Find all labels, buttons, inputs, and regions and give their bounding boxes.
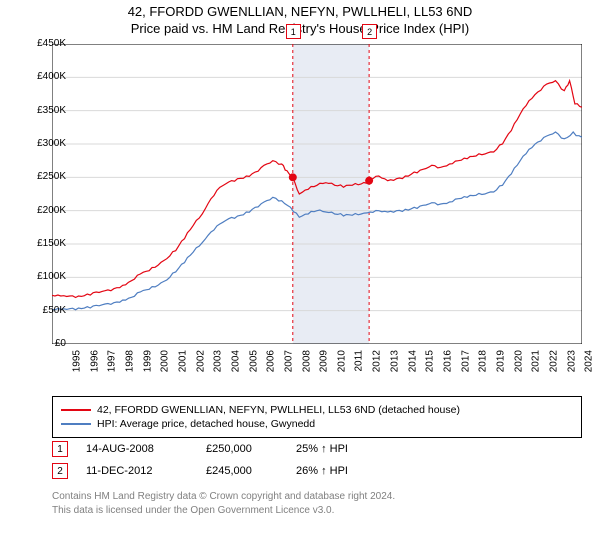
footnote-line1: Contains HM Land Registry data © Crown c… [52,490,395,504]
x-tick-label: 2021 [531,350,542,372]
x-tick-label: 2016 [442,350,453,372]
x-tick-label: 2005 [248,350,259,372]
x-tick-label: 2004 [230,350,241,372]
x-tick-label: 2010 [336,350,347,372]
y-tick-label: £150K [20,238,66,249]
x-tick-label: 2023 [566,350,577,372]
event-marker-2: 2 [52,463,68,479]
chart-svg [52,44,582,344]
x-tick-label: 2022 [548,350,559,372]
event-row-2: 2 11-DEC-2012 £245,000 26% ↑ HPI [52,460,386,482]
y-tick-label: £50K [20,305,66,316]
event-marker-1: 1 [52,441,68,457]
event-price-2: £245,000 [206,465,296,477]
event-date-2: 11-DEC-2012 [86,465,206,477]
y-tick-label: £250K [20,171,66,182]
x-tick-label: 2007 [283,350,294,372]
chart-container: { "title": "42, FFORDD GWENLLIAN, NEFYN,… [0,0,600,560]
y-tick-label: £100K [20,271,66,282]
x-tick-label: 2009 [319,350,330,372]
event-price-1: £250,000 [206,443,296,455]
x-tick-label: 1996 [89,350,100,372]
chart-event-label-2: 2 [362,24,377,39]
x-tick-label: 2011 [353,350,364,372]
chart-area [52,44,582,344]
x-tick-label: 2015 [425,350,436,372]
event-hpi-1: 25% ↑ HPI [296,443,386,455]
x-tick-label: 2008 [301,350,312,372]
x-tick-label: 2014 [407,350,418,372]
x-tick-label: 2000 [160,350,171,372]
legend-swatch-hpi [61,423,91,425]
x-tick-label: 2001 [177,350,188,372]
event-row-1: 1 14-AUG-2008 £250,000 25% ↑ HPI [52,438,386,460]
y-tick-label: £300K [20,138,66,149]
chart-event-label-1: 1 [286,24,301,39]
x-tick-label: 1998 [124,350,135,372]
y-tick-label: £350K [20,105,66,116]
footnote: Contains HM Land Registry data © Crown c… [52,490,395,517]
legend-swatch-subject [61,409,91,411]
x-tick-label: 2003 [213,350,224,372]
footnote-line2: This data is licensed under the Open Gov… [52,504,395,518]
legend-item-subject: 42, FFORDD GWENLLIAN, NEFYN, PWLLHELI, L… [61,403,573,417]
y-tick-label: £200K [20,205,66,216]
x-tick-label: 2019 [495,350,506,372]
y-tick-label: £0 [20,338,66,349]
event-hpi-2: 26% ↑ HPI [296,465,386,477]
x-tick-label: 2013 [389,350,400,372]
y-tick-label: £400K [20,71,66,82]
legend-label-subject: 42, FFORDD GWENLLIAN, NEFYN, PWLLHELI, L… [97,404,460,416]
page-title: 42, FFORDD GWENLLIAN, NEFYN, PWLLHELI, L… [0,4,600,19]
x-tick-label: 2002 [195,350,206,372]
legend-box: 42, FFORDD GWENLLIAN, NEFYN, PWLLHELI, L… [52,396,582,438]
legend-item-hpi: HPI: Average price, detached house, Gwyn… [61,417,573,431]
event-date-1: 14-AUG-2008 [86,443,206,455]
x-tick-label: 1997 [107,350,118,372]
x-tick-label: 2018 [478,350,489,372]
y-tick-label: £450K [20,38,66,49]
x-tick-label: 2017 [460,350,471,372]
legend-label-hpi: HPI: Average price, detached house, Gwyn… [97,418,315,430]
event-table: 1 14-AUG-2008 £250,000 25% ↑ HPI 2 11-DE… [52,438,386,482]
x-tick-label: 1995 [71,350,82,372]
x-tick-label: 2024 [584,350,595,372]
x-tick-label: 2020 [513,350,524,372]
x-tick-label: 1999 [142,350,153,372]
x-tick-label: 2012 [372,350,383,372]
x-tick-label: 2006 [266,350,277,372]
